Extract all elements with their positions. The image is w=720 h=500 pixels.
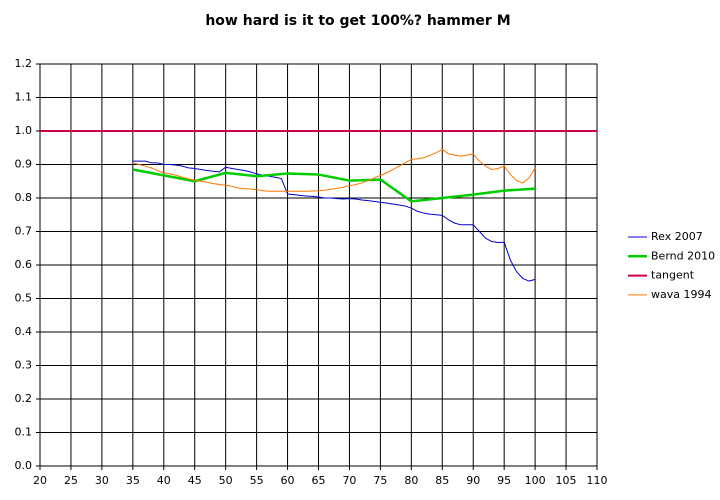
- legend-label: Rex 2007: [651, 230, 703, 243]
- y-tick-label: 0.7: [15, 225, 33, 238]
- legend-label: Bernd 2010: [651, 249, 715, 262]
- x-tick-label: 45: [188, 474, 202, 487]
- y-tick-label: 1.2: [15, 57, 33, 70]
- chart-title: how hard is it to get 100%? hammer M: [205, 13, 510, 29]
- y-tick-label: 0.8: [15, 191, 33, 204]
- x-tick-label: 55: [250, 474, 264, 487]
- x-tick-label: 90: [466, 474, 480, 487]
- series-line: [132, 168, 536, 203]
- x-tick-label: 40: [157, 474, 171, 487]
- y-tick-label: 0.1: [15, 426, 33, 439]
- y-tick-label: 0.6: [15, 258, 33, 271]
- x-tick-label: 70: [342, 474, 356, 487]
- legend-label: wava 1994: [651, 288, 711, 301]
- y-tick-label: 0.9: [15, 158, 33, 171]
- x-tick-label: 85: [435, 474, 449, 487]
- x-tick-label: 65: [312, 474, 326, 487]
- series-line: [132, 160, 536, 282]
- x-tick-label: 20: [33, 474, 47, 487]
- y-tick-label: 1.0: [15, 124, 33, 137]
- x-tick-label: 30: [95, 474, 109, 487]
- y-tick-label: 0.3: [15, 359, 33, 372]
- series-line: [132, 148, 536, 192]
- x-tick-label: 60: [281, 474, 295, 487]
- x-tick-label: 75: [373, 474, 387, 487]
- y-tick-label: 0.5: [15, 292, 33, 305]
- x-tick-label: 25: [64, 474, 78, 487]
- y-tick-label: 1.1: [15, 91, 33, 104]
- y-tick-label: 0.4: [15, 325, 33, 338]
- x-tick-label: 80: [404, 474, 418, 487]
- x-tick-label: 95: [497, 474, 511, 487]
- x-tick-label: 105: [556, 474, 577, 487]
- x-tick-label: 100: [525, 474, 546, 487]
- legend-label: tangent: [651, 269, 695, 282]
- x-tick-label: 35: [126, 474, 140, 487]
- y-tick-label: 0.2: [15, 392, 33, 405]
- y-tick-label: 0.0: [15, 459, 33, 472]
- x-tick-label: 50: [219, 474, 233, 487]
- x-tick-label: 110: [587, 474, 608, 487]
